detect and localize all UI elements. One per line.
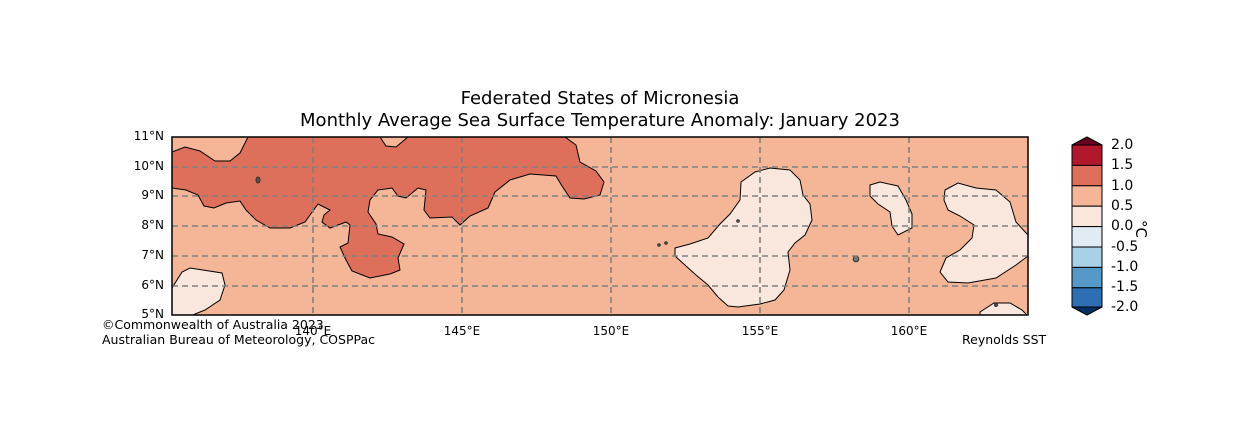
- lat-label: 10°N: [133, 159, 164, 173]
- colorbar-tick-label: -1.5: [1111, 279, 1139, 295]
- colorbar-tick-label: 0.0: [1111, 218, 1134, 234]
- neutral-anomaly-region-south-east: [979, 302, 1028, 315]
- colorbar-tick-label: 1.0: [1111, 178, 1134, 194]
- colorbar-tick-label: -1.0: [1111, 259, 1139, 275]
- lat-label: 9°N: [141, 188, 164, 202]
- lat-label: 6°N: [141, 278, 164, 292]
- colorbar-tick-label: -0.5: [1111, 239, 1139, 255]
- island-marker: [852, 255, 860, 263]
- map-frame: [171, 136, 1029, 316]
- colorbar-over-arrow: [1071, 136, 1103, 146]
- neutral-anomaly-region-central: [674, 167, 813, 308]
- colorbar-segment: [1071, 144, 1103, 166]
- copyright-text: ©Commonwealth of Australia 2023: [102, 317, 324, 332]
- lat-label: 5°N: [141, 307, 164, 321]
- island-marker: [664, 241, 668, 245]
- map-title: Federated States of Micronesia: [460, 88, 740, 109]
- colorbar-segment: [1071, 246, 1103, 268]
- colorbar-segment: [1071, 185, 1103, 207]
- lat-label: 7°N: [141, 248, 164, 262]
- island-marker: [994, 303, 998, 307]
- colorbar-segment: [1071, 205, 1103, 228]
- agency-credit: Australian Bureau of Meteorology, COSPPa…: [102, 332, 375, 347]
- island-marker: [657, 243, 661, 247]
- colorbar-segment: [1071, 287, 1103, 308]
- map-subtitle: Monthly Average Sea Surface Temperature …: [300, 110, 900, 131]
- island-marker: [255, 176, 261, 184]
- colorbar: [1071, 136, 1103, 316]
- neutral-anomaly-region-west: [172, 267, 226, 315]
- island-marker: [736, 219, 740, 223]
- warm-anomaly-region: [172, 137, 605, 279]
- colorbar-tick-label: -2.0: [1111, 299, 1139, 315]
- lon-label: 140°E: [294, 324, 332, 338]
- lat-label: 8°N: [141, 218, 164, 232]
- colorbar-unit-label: °C: [1132, 220, 1150, 238]
- lon-label: 150°E: [592, 324, 630, 338]
- dataset-label: Reynolds SST: [962, 332, 1047, 347]
- lon-label: 145°E: [443, 324, 481, 338]
- colorbar-segment: [1071, 266, 1103, 289]
- lat-label: 11°N: [133, 129, 164, 143]
- neutral-anomaly-region-far-east: [939, 182, 1028, 284]
- colorbar-segment: [1071, 226, 1103, 248]
- colorbar-under-arrow: [1071, 306, 1103, 316]
- lon-label: 160°E: [890, 324, 928, 338]
- neutral-anomaly-region-east: [869, 181, 913, 236]
- colorbar-tick-label: 1.5: [1111, 157, 1134, 173]
- colorbar-tick-label: 0.5: [1111, 198, 1134, 214]
- colorbar-segment: [1071, 164, 1103, 187]
- colorbar-tick-label: 2.0: [1111, 137, 1134, 153]
- lon-label: 155°E: [741, 324, 779, 338]
